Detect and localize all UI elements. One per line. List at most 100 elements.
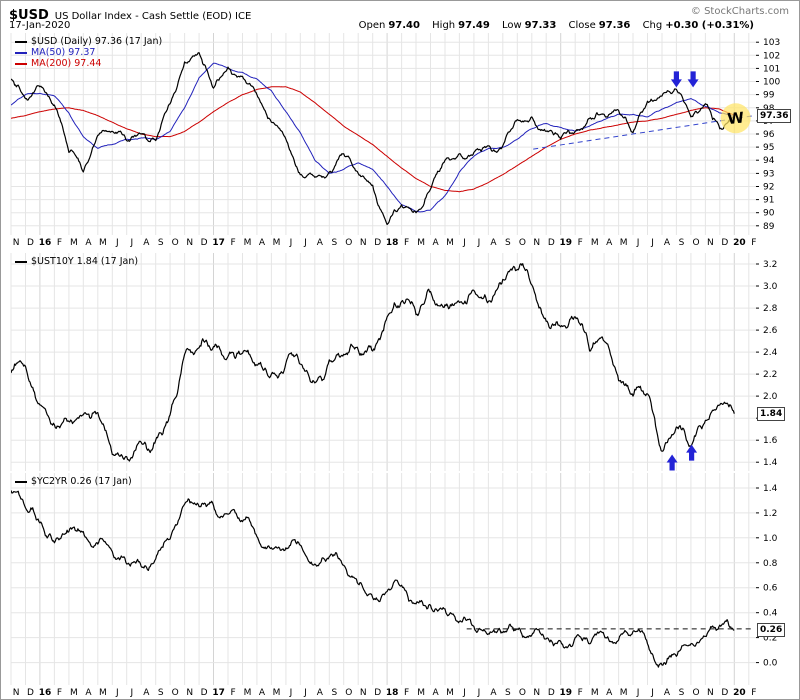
month-axis-label: O (519, 238, 526, 248)
month-axis-label: A (143, 238, 150, 248)
month-axis-label: O (345, 238, 352, 248)
y-tick-label: 98 (763, 104, 775, 114)
yc2yr-legend-label: $YC2YR 0.26 (17 Jan) (31, 476, 132, 487)
month-axis-label: D (27, 688, 34, 698)
month-axis-label: J (477, 238, 481, 248)
month-axis-label: 17 (212, 688, 225, 698)
month-axis-label: 18 (386, 238, 399, 248)
month-axis-label: A (259, 688, 266, 698)
month-axis-label: S (679, 688, 685, 698)
y-tick-label: 99 (763, 91, 775, 101)
y-tick-label: 1.4 (763, 458, 778, 468)
stockcharts-credit: © StockCharts.com (690, 6, 789, 17)
low-value: 97.33 (524, 20, 557, 31)
month-axis-label: M (446, 238, 454, 248)
series-line (11, 62, 735, 213)
month-axis-label: O (692, 688, 699, 698)
ust10y-legend-label: $UST10Y 1.84 (17 Jan) (31, 256, 139, 267)
trendline-annotation (533, 115, 755, 150)
month-axis-label: D (374, 238, 381, 248)
close-value: 97.36 (598, 20, 631, 31)
month-axis-label: D (721, 688, 728, 698)
month-axis-label: D (548, 688, 555, 698)
y-tick-label: 91 (763, 196, 774, 206)
month-axis-label: D (548, 238, 555, 248)
month-axis-label: A (606, 688, 613, 698)
legend-row-ma200: MA(200) 97.44 (15, 58, 162, 69)
chart-header: $USD US Dollar Index - Cash Settle (EOD) … (9, 4, 791, 23)
month-axis-label: 20 (733, 238, 746, 248)
month-axis-label: N (186, 238, 193, 248)
month-axis-label: M (591, 688, 599, 698)
month-axis-label: A (143, 688, 150, 698)
series-line (11, 86, 735, 193)
month-axis-label: F (404, 688, 409, 698)
month-axis-label: J (115, 238, 119, 248)
month-axis-label: A (490, 238, 497, 248)
close-label: Close (568, 20, 596, 31)
y-tick-label: 1.2 (763, 509, 777, 519)
y-tick-label: 2.8 (763, 304, 778, 314)
month-axis-label: A (317, 238, 324, 248)
y-tick-label: 0.0 (763, 659, 778, 669)
legend-row-usd: $USD (Daily) 97.36 (17 Jan) (15, 36, 162, 47)
month-axis-label: 19 (560, 238, 573, 248)
y-tick-label: 95 (763, 143, 774, 153)
y-tick-label: 90 (763, 209, 775, 219)
month-axis-label: S (505, 688, 511, 698)
y-tick-label: 100 (763, 78, 780, 88)
month-axis-label: O (519, 688, 526, 698)
y-tick-label: 3.2 (763, 260, 777, 270)
month-axis-label: A (490, 688, 497, 698)
month-axis-label: 16 (39, 688, 52, 698)
month-axis-label: J (650, 688, 654, 698)
legend-row-ma50: MA(50) 97.37 (15, 47, 162, 58)
month-axis-label: S (331, 238, 337, 248)
month-axis-label: M (620, 238, 628, 248)
month-axis-label: N (533, 238, 540, 248)
ust10y-line-swatch (15, 260, 27, 263)
month-axis-label: F (57, 238, 62, 248)
month-axis-label: N (13, 238, 20, 248)
month-axis-label: F (231, 238, 236, 248)
series-line (11, 263, 735, 462)
month-axis-label: N (707, 238, 714, 248)
month-axis-label: J (477, 688, 481, 698)
month-axis-label: S (158, 688, 164, 698)
month-axis-label: S (679, 238, 685, 248)
y-tick-label: 102 (763, 51, 780, 61)
month-axis-label: A (85, 238, 92, 248)
chg-label: Chg (642, 20, 663, 31)
month-axis-label: O (172, 238, 179, 248)
month-axis-label: F (231, 688, 236, 698)
y-tick-label: 1.4 (763, 484, 778, 494)
ma50-line-swatch (15, 51, 27, 54)
month-axis-label: J (129, 238, 133, 248)
legend-row-yc2yr: $YC2YR 0.26 (17 Jan) (15, 476, 132, 487)
month-axis-label: D (201, 238, 208, 248)
month-axis-label: M (244, 688, 252, 698)
y-tick-label: 0.8 (763, 559, 778, 569)
y-tick-label: 0.6 (763, 584, 778, 594)
arrow-up-icon (666, 454, 678, 471)
month-axis-label: N (186, 688, 193, 698)
month-axis-label: J (289, 238, 293, 248)
month-axis-label: O (692, 238, 699, 248)
y-tick-label: 89 (763, 222, 775, 232)
y-tick-label: 2.4 (763, 348, 778, 358)
month-axis-label: M (99, 688, 107, 698)
y-tick-label: 2.2 (763, 370, 777, 380)
ma50-legend-label: MA(50) 97.37 (31, 47, 96, 58)
month-axis-label: 19 (560, 688, 573, 698)
y-tick-label: 0.2 (763, 634, 777, 644)
month-axis-label: M (70, 238, 78, 248)
y-tick-label: 93 (763, 169, 774, 179)
arrow-down-icon (670, 71, 682, 88)
month-axis-label: O (172, 688, 179, 698)
month-axis-label: A (85, 688, 92, 698)
ohlc-quote-line: Open 97.40 High 97.49 Low 97.33 Close 97.36 … (359, 20, 754, 31)
month-axis-label: A (433, 238, 440, 248)
month-axis-label: 18 (386, 688, 399, 698)
